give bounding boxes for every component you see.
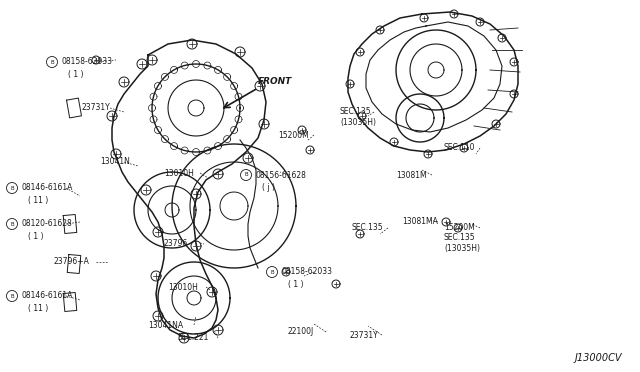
Text: (13035H): (13035H) bbox=[444, 244, 480, 253]
Text: ( 1 ): ( 1 ) bbox=[28, 231, 44, 241]
Text: 15200M: 15200M bbox=[278, 131, 308, 140]
Text: FRONT: FRONT bbox=[258, 77, 292, 87]
Text: B: B bbox=[10, 186, 14, 190]
Text: SEC.135: SEC.135 bbox=[352, 224, 383, 232]
Text: SEC.135: SEC.135 bbox=[340, 108, 372, 116]
Text: ( 11 ): ( 11 ) bbox=[28, 304, 48, 312]
Text: ( 1 ): ( 1 ) bbox=[288, 279, 303, 289]
Text: 22100J: 22100J bbox=[288, 327, 314, 337]
Text: ( 11 ): ( 11 ) bbox=[28, 196, 48, 205]
Text: 08146-6161A: 08146-6161A bbox=[22, 292, 74, 301]
Text: 08156-61628: 08156-61628 bbox=[256, 170, 307, 180]
Text: B: B bbox=[10, 221, 14, 227]
Text: 08120-61628: 08120-61628 bbox=[22, 219, 73, 228]
Text: 23796+A: 23796+A bbox=[54, 257, 90, 266]
Text: 08158-62033: 08158-62033 bbox=[62, 58, 113, 67]
Text: 08146-6161A: 08146-6161A bbox=[22, 183, 74, 192]
Text: SEC.110: SEC.110 bbox=[444, 144, 476, 153]
Text: SEC.221: SEC.221 bbox=[178, 334, 209, 343]
Text: 23731Y: 23731Y bbox=[82, 103, 111, 112]
Text: 13010H: 13010H bbox=[168, 282, 198, 292]
Text: B: B bbox=[270, 269, 274, 275]
Text: 13041N: 13041N bbox=[100, 157, 130, 167]
Text: 13041NA: 13041NA bbox=[148, 321, 183, 330]
Text: B: B bbox=[10, 294, 14, 298]
Text: 13010H: 13010H bbox=[164, 169, 194, 177]
Text: 23731Y: 23731Y bbox=[350, 330, 379, 340]
Text: ( j ): ( j ) bbox=[262, 183, 275, 192]
Text: 15200M: 15200M bbox=[444, 224, 475, 232]
Text: B: B bbox=[244, 173, 248, 177]
Text: B: B bbox=[50, 60, 54, 64]
Text: 08158-62033: 08158-62033 bbox=[282, 267, 333, 276]
Text: 13081M: 13081M bbox=[396, 170, 427, 180]
Text: 23796: 23796 bbox=[164, 238, 188, 247]
Text: ( 1 ): ( 1 ) bbox=[68, 70, 83, 78]
Text: SEC.135: SEC.135 bbox=[444, 234, 476, 243]
Text: (13035H): (13035H) bbox=[340, 119, 376, 128]
Text: 13081MA: 13081MA bbox=[402, 218, 438, 227]
Text: J13000CV: J13000CV bbox=[575, 353, 622, 363]
